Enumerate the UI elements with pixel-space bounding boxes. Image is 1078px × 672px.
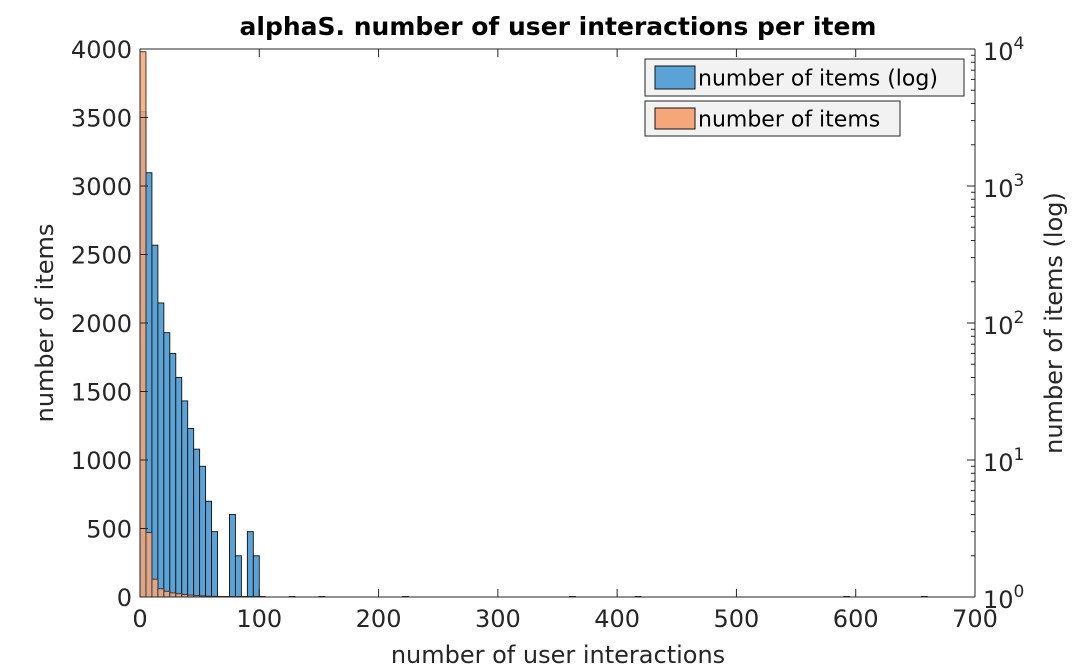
- y-right-axis-label: number of items (log): [1040, 192, 1068, 454]
- x-tick-label: 400: [594, 605, 640, 633]
- y-left-tick-label: 4000: [71, 36, 132, 64]
- histogram-bar: [169, 592, 177, 598]
- y-right-tick-label: 102: [983, 308, 1024, 340]
- legend-swatch: [654, 65, 696, 90]
- y-left-tick-label: 2500: [71, 242, 132, 270]
- legend-swatch: [654, 107, 696, 130]
- y-right-tick-label: 104: [983, 34, 1024, 66]
- histogram-bar: [205, 500, 213, 598]
- x-tick-label: 300: [475, 605, 521, 633]
- histogram-bar: [246, 531, 254, 598]
- y-left-tick-label: 1500: [71, 379, 132, 407]
- y-left-tick-label: 1000: [71, 447, 132, 475]
- x-axis-label: number of user interactions: [391, 641, 725, 669]
- y-left-tick-label: 2000: [71, 310, 132, 338]
- histogram-bar: [157, 588, 165, 598]
- histogram-bar: [139, 51, 147, 598]
- y-left-tick-label: 3000: [71, 173, 132, 201]
- x-tick-label: 200: [356, 605, 402, 633]
- legend-label: number of items (log): [698, 67, 938, 92]
- x-tick-label: 600: [833, 605, 879, 633]
- histogram-bar: [151, 244, 159, 598]
- histogram-bar: [193, 448, 201, 598]
- histogram-bar: [151, 578, 159, 598]
- histogram-bar: [157, 302, 165, 598]
- histogram-bar: [229, 514, 236, 598]
- y-right-tick-label: 100: [983, 582, 1024, 614]
- histogram-bar: [145, 532, 153, 598]
- y-left-tick-label: 500: [86, 516, 132, 544]
- histogram-bar: [163, 332, 171, 598]
- legend-entry: number of items (log): [644, 58, 965, 97]
- legend: number of items (log) number of items: [644, 58, 965, 137]
- histogram-bar: [175, 377, 183, 598]
- histogram-bar: [252, 555, 260, 598]
- histogram-bar: [234, 555, 242, 598]
- histogram-bar: [187, 427, 195, 598]
- histogram-bar: [169, 352, 177, 598]
- x-tick-label: 700: [952, 605, 998, 633]
- legend-box: [644, 58, 965, 97]
- x-tick-label: 100: [236, 605, 282, 633]
- x-tick-label: 500: [714, 605, 760, 633]
- y-left-tick-label: 0: [117, 584, 132, 612]
- histogram-bar: [199, 465, 207, 598]
- histogram-bar: [181, 400, 189, 598]
- y-left-axis-label: number of items: [31, 224, 59, 423]
- legend-label: number of items: [698, 108, 880, 133]
- y-right-tick-label: 101: [983, 445, 1024, 477]
- histogram-bar: [211, 531, 218, 598]
- x-tick-label: 0: [132, 605, 147, 633]
- chart-title: alphaS. number of user interactions per …: [240, 12, 877, 41]
- legend-entry: number of items: [644, 100, 901, 137]
- axes-layer: 0 100 200 300 400 500 600 700 0 500 1000 1500 2000 25…: [71, 34, 1024, 633]
- histogram-bar: [163, 590, 171, 598]
- y-left-tick-label: 3500: [71, 105, 132, 133]
- y-right-tick-label: 103: [983, 171, 1024, 203]
